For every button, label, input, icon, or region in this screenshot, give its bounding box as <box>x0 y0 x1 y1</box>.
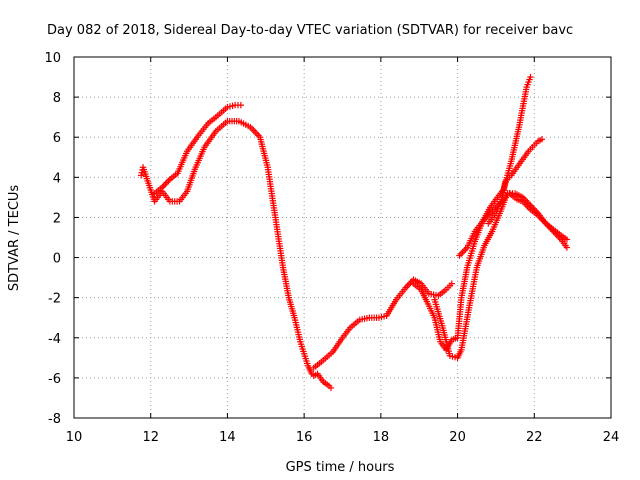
x-tick-label: 22 <box>526 430 543 445</box>
plot-frame <box>73 56 612 419</box>
data-point <box>448 280 456 287</box>
y-tick-label: 4 <box>53 171 61 186</box>
data-point <box>563 244 571 251</box>
chart-axes <box>73 56 612 419</box>
data-point <box>163 179 171 186</box>
y-tick-label: 8 <box>53 91 61 106</box>
data-point <box>460 247 468 254</box>
data-point <box>404 282 411 290</box>
y-tick-label: 10 <box>44 51 61 66</box>
y-tick-label: 6 <box>53 131 61 146</box>
data-point <box>405 281 413 288</box>
chart-grid <box>74 57 611 418</box>
y-tick-label: -6 <box>48 372 61 387</box>
series-track-b <box>151 101 245 197</box>
y-tick-label: -4 <box>48 332 61 347</box>
series-track-g <box>485 136 546 227</box>
data-point <box>563 236 571 243</box>
x-tick-label: 12 <box>142 430 159 445</box>
x-tick-label: 24 <box>603 430 620 445</box>
series-track-a <box>137 117 335 392</box>
data-point <box>237 101 245 109</box>
y-tick-label: -2 <box>48 292 61 307</box>
chart-title: Day 082 of 2018, Sidereal Day-to-day VTE… <box>47 23 573 38</box>
x-tick-label: 14 <box>219 430 236 445</box>
x-tick-label: 16 <box>296 430 313 445</box>
data-point <box>165 177 172 185</box>
x-tick-labels: 10 12 14 16 18 20 22 24 <box>66 430 620 445</box>
x-tick-label: 18 <box>373 430 390 445</box>
y-tick-labels: -8 -6 -4 -2 0 2 4 6 8 10 <box>44 51 61 427</box>
series-track-c <box>310 276 456 372</box>
y-tick-label: 2 <box>53 211 61 226</box>
data-point <box>459 249 466 256</box>
data-point <box>327 384 335 392</box>
x-axis-label: GPS time / hours <box>286 460 395 475</box>
series-track-e <box>431 190 571 362</box>
data-point <box>160 182 167 189</box>
data-point <box>538 136 546 143</box>
y-tick-label: -8 <box>48 412 61 427</box>
x-tick-label: 20 <box>449 430 466 445</box>
data-point <box>162 180 169 188</box>
y-axis-label: SDTVAR / TECUs <box>7 185 22 292</box>
x-tick-label: 10 <box>66 430 83 445</box>
data-point <box>457 250 465 258</box>
y-tick-label: 0 <box>53 252 61 267</box>
data-points <box>137 73 571 392</box>
data-point <box>527 73 534 81</box>
series-track-d <box>410 73 534 354</box>
